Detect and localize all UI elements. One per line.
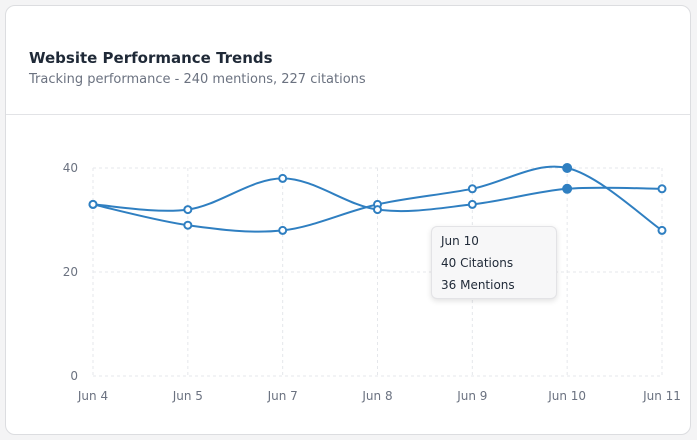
data-point-mentions xyxy=(562,183,573,194)
x-tick-label: Jun 5 xyxy=(172,389,203,403)
chart-subtitle: Tracking performance - 240 mentions, 227… xyxy=(29,72,366,87)
x-tick-label: Jun 9 xyxy=(456,389,487,403)
tooltip-citations: 40 Citations xyxy=(441,256,514,270)
chart-card: Website Performance Trends Tracking perf… xyxy=(5,5,691,435)
data-point-mentions xyxy=(278,173,288,183)
data-point-mentions xyxy=(467,199,477,209)
chart-title: Website Performance Trends xyxy=(29,49,273,67)
data-point-citations xyxy=(467,184,477,194)
tooltip-mentions: 36 Mentions xyxy=(441,278,515,292)
tooltip-date: Jun 10 xyxy=(441,234,479,248)
y-tick-label: 0 xyxy=(70,369,78,383)
x-tick-label: Jun 8 xyxy=(361,389,392,403)
data-point-citations xyxy=(183,220,193,230)
x-tick-label: Jun 11 xyxy=(642,389,681,403)
x-tick-label: Jun 10 xyxy=(547,389,586,403)
tooltip: Jun 10 40 Citations 36 Mentions xyxy=(431,226,557,299)
data-point-mentions xyxy=(373,205,382,215)
y-tick-label: 40 xyxy=(63,161,78,175)
data-point-mentions xyxy=(183,205,193,215)
y-tick-label: 20 xyxy=(63,265,78,279)
data-point-citations xyxy=(562,163,573,173)
data-point-citations xyxy=(278,225,288,235)
data-point-mentions xyxy=(657,184,667,194)
data-point-mentions xyxy=(88,199,98,209)
x-tick-label: Jun 4 xyxy=(77,389,108,403)
x-tick-label: Jun 7 xyxy=(267,389,298,403)
card-header: Website Performance Trends Tracking perf… xyxy=(6,6,690,115)
data-point-citations xyxy=(657,225,667,235)
